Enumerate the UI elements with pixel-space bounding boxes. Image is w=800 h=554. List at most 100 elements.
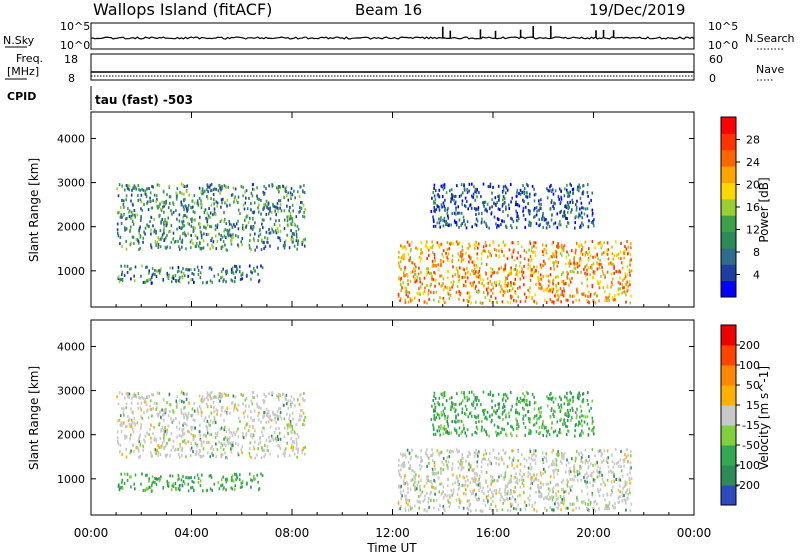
echo-pixel (515, 507, 518, 511)
echo-pixel (457, 450, 459, 454)
echo-pixel (185, 205, 187, 209)
echo-pixel (490, 274, 492, 278)
echo-pixel (569, 277, 571, 281)
echo-pixel (516, 398, 518, 402)
echo-pixel (439, 243, 441, 247)
echo-pixel (181, 222, 184, 226)
echo-pixel (188, 222, 191, 226)
echo-pixel (533, 299, 535, 303)
echo-pixel (554, 500, 557, 504)
echo-pixel (526, 191, 528, 195)
echo-pixel (475, 492, 477, 496)
echo-pixel (597, 257, 599, 261)
echo-pixel (190, 206, 193, 210)
echo-pixel (612, 262, 614, 266)
echo-pixel (626, 240, 628, 243)
echo-pixel (165, 199, 168, 203)
echo-pixel (136, 213, 139, 217)
echo-pixel (292, 209, 294, 213)
echo-pixel (214, 187, 216, 191)
echo-pixel (148, 271, 150, 275)
echo-pixel (409, 249, 412, 253)
echo-pixel (455, 240, 458, 244)
echo-pixel (223, 428, 226, 432)
echo-pixel (512, 220, 515, 223)
echo-pixel (302, 411, 305, 415)
echo-pixel (197, 477, 200, 480)
echo-pixel (586, 272, 588, 276)
echo-pixel (188, 401, 190, 405)
echo-pixel (517, 286, 519, 290)
echo-pixel (242, 431, 244, 435)
echo-pixel (527, 392, 529, 396)
echo-pixel (478, 489, 480, 492)
echo-pixel (135, 238, 138, 242)
echo-pixel (148, 477, 150, 481)
echo-pixel (134, 421, 136, 425)
echo-pixel (401, 246, 404, 250)
echo-pixel (170, 224, 173, 228)
echo-pixel (581, 460, 584, 464)
echo-pixel (172, 445, 174, 449)
echo-pixel (178, 421, 181, 425)
echo-pixel (209, 189, 212, 193)
echo-pixel (434, 259, 436, 263)
echo-pixel (552, 264, 555, 268)
echo-pixel (515, 209, 517, 213)
echo-pixel (567, 253, 570, 257)
echo-pixel (453, 219, 456, 223)
echo-pixel (148, 187, 150, 190)
echo-pixel (507, 290, 509, 294)
echo-pixel (152, 432, 154, 436)
echo-pixel (569, 259, 571, 263)
echo-pixel (445, 191, 448, 195)
echo-pixel (406, 272, 408, 276)
echo-pixel (149, 191, 152, 195)
colorbar-segment (721, 280, 736, 298)
echo-pixel (459, 499, 462, 503)
echo-pixel (469, 411, 472, 415)
echo-pixel (619, 287, 621, 291)
echo-pixel (187, 268, 189, 272)
echo-pixel (202, 454, 205, 458)
echo-pixel (579, 394, 581, 398)
echo-pixel (516, 419, 518, 423)
echo-pixel (492, 448, 495, 452)
echo-pixel (461, 483, 464, 487)
echo-pixel (284, 451, 286, 455)
echo-pixel (197, 273, 200, 276)
echo-pixel (164, 245, 167, 249)
echo-pixel (465, 434, 468, 438)
echo-pixel (290, 423, 292, 426)
echo-pixel (431, 264, 434, 268)
echo-pixel (546, 395, 548, 399)
echo-pixel (511, 425, 513, 429)
echo-pixel (226, 477, 228, 481)
echo-pixel (605, 504, 607, 508)
echo-pixel (418, 287, 420, 291)
echo-pixel (510, 266, 512, 270)
echo-pixel (179, 237, 181, 241)
echo-pixel (587, 466, 590, 470)
echo-pixel (561, 280, 563, 284)
echo-pixel (163, 436, 165, 440)
echo-pixel (274, 229, 277, 233)
echo-pixel (218, 487, 221, 491)
echo-pixel (576, 495, 579, 499)
echo-pixel (590, 221, 593, 224)
echo-pixel (403, 482, 405, 486)
echo-pixel (473, 488, 475, 492)
echo-pixel (552, 278, 555, 282)
echo-pixel (545, 218, 547, 221)
echo-pixel (613, 254, 616, 258)
colorbar-segment (721, 425, 736, 446)
echo-pixel (622, 458, 625, 462)
echo-pixel (453, 406, 455, 410)
echo-pixel (533, 479, 535, 483)
echo-pixel (563, 282, 565, 286)
echo-pixel (545, 429, 548, 433)
echo-pixel (563, 289, 565, 293)
echo-pixel (457, 211, 459, 215)
echo-pixel (460, 462, 463, 466)
echo-pixel (193, 280, 195, 284)
